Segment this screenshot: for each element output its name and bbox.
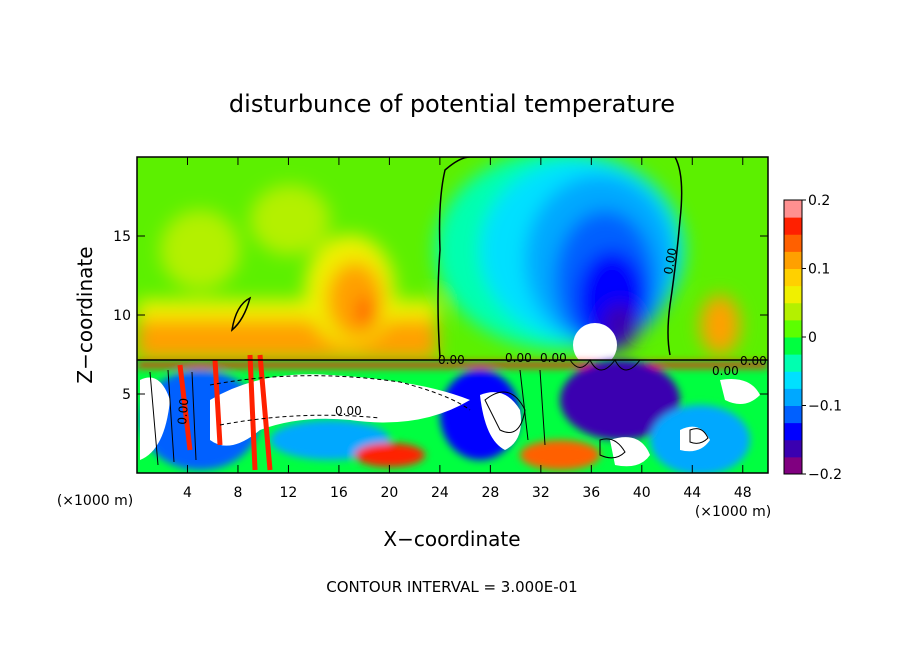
colorbar-tick-label: 0.1 bbox=[808, 262, 830, 278]
contour-label: 0.00 bbox=[505, 351, 532, 365]
contour-label: 0.00 bbox=[438, 353, 465, 367]
contour-label: 0.00 bbox=[661, 247, 679, 276]
x-tick-label: 28 bbox=[481, 485, 499, 501]
x-ticks: 4 8 12 16 20 24 28 32 36 40 44 48 bbox=[183, 157, 752, 501]
colorbar-tick-label: 0.2 bbox=[808, 193, 830, 209]
contour-label: 0.00 bbox=[540, 351, 567, 365]
colorbar-swatch bbox=[784, 234, 802, 252]
x-unit-left: (×1000 m) bbox=[57, 493, 133, 509]
x-tick-label: 36 bbox=[582, 485, 600, 501]
x-tick-label: 24 bbox=[431, 485, 449, 501]
x-tick-label: 48 bbox=[734, 485, 752, 501]
colorbar-swatch bbox=[784, 337, 802, 355]
colorbar-swatch bbox=[784, 251, 802, 269]
x-tick-label: 8 bbox=[233, 485, 242, 501]
x-tick-label: 20 bbox=[380, 485, 398, 501]
colorbar-swatch bbox=[784, 217, 802, 235]
x-tick-label: 32 bbox=[532, 485, 550, 501]
colorbar-swatch bbox=[784, 319, 802, 338]
colorbar-tick-label: 0 bbox=[808, 330, 817, 346]
colorbar-swatch bbox=[784, 439, 802, 458]
x-axis-label: X−coordinate bbox=[383, 527, 520, 551]
contour-label: 0.00 bbox=[335, 404, 362, 418]
colorbar-swatch bbox=[784, 405, 802, 424]
colorbar-swatch bbox=[784, 200, 802, 218]
y-ticks: 5 10 15 bbox=[113, 229, 768, 403]
x-tick-label: 12 bbox=[280, 485, 298, 501]
y-tick-label: 15 bbox=[113, 229, 131, 245]
colorbar-swatch bbox=[784, 422, 802, 441]
colorbar-swatch bbox=[784, 388, 802, 406]
x-tick-label: 4 bbox=[183, 485, 192, 501]
colorbar: 0.2 0.1 0 −0.1 −0.2 bbox=[783, 193, 842, 483]
contour-interval-annotation: CONTOUR INTERVAL = 3.000E-01 bbox=[326, 578, 577, 596]
colorbar-swatch bbox=[784, 354, 802, 372]
y-tick-label: 10 bbox=[113, 308, 131, 324]
colorbar-swatch bbox=[784, 456, 802, 475]
x-unit-right: (×1000 m) bbox=[695, 504, 771, 520]
x-tick-label: 44 bbox=[683, 485, 701, 501]
colorbar-tick-label: −0.2 bbox=[808, 467, 842, 483]
colorbar-swatch bbox=[784, 371, 802, 389]
y-tick-label: 5 bbox=[122, 387, 131, 403]
contour-label: 0.00 bbox=[740, 354, 767, 368]
y-axis-label: Z−coordinate bbox=[73, 246, 97, 383]
colorbar-swatch bbox=[784, 285, 802, 304]
heatmap-field: 0.00 0.00 0.00 0.00 0.00 0.00 0.00 0.00 bbox=[137, 157, 768, 473]
x-tick-label: 16 bbox=[330, 485, 348, 501]
colorbar-tick-label: −0.1 bbox=[808, 399, 842, 415]
contour-label: 0.00 bbox=[712, 364, 739, 378]
colorbar-swatch bbox=[784, 268, 802, 287]
x-tick-label: 40 bbox=[633, 485, 651, 501]
colorbar-swatch bbox=[784, 302, 802, 321]
contour-label: 0.00 bbox=[175, 397, 191, 425]
chart-title: disturbunce of potential temperature bbox=[229, 90, 675, 118]
